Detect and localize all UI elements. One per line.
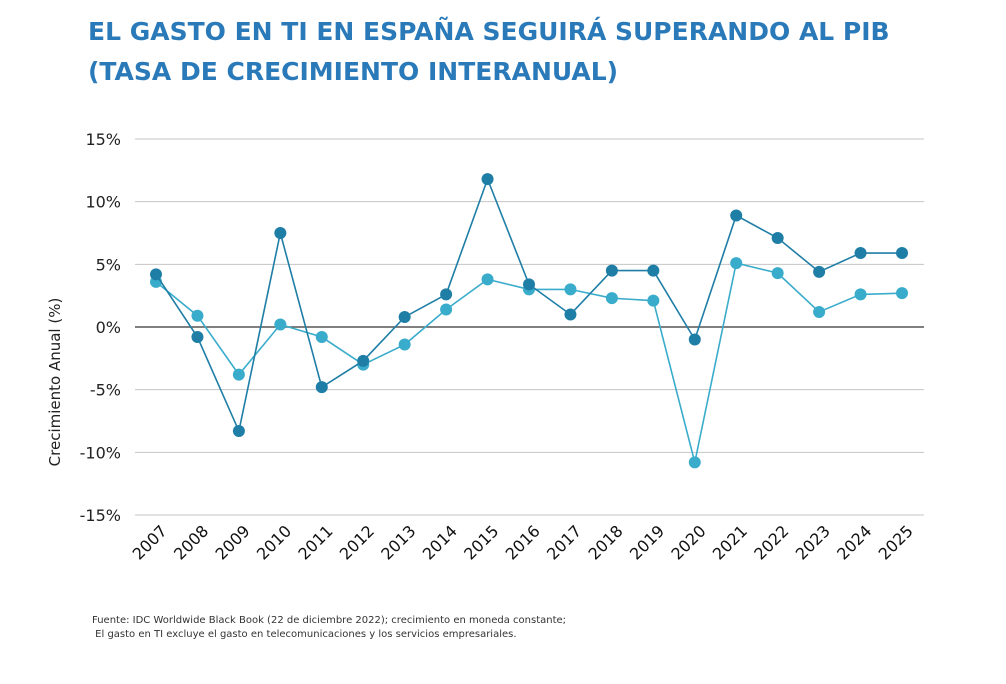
y-tick-label: -10%: [80, 443, 121, 462]
x-tick-label: 2008: [170, 521, 212, 563]
series-2-point: [232, 368, 245, 381]
source-note: Fuente: IDC Worldwide Black Book (22 de …: [92, 614, 566, 642]
x-tick-label: 2020: [667, 521, 709, 563]
series-2-point: [688, 456, 701, 469]
series-1-point: [730, 209, 743, 222]
series-2-point: [813, 305, 826, 318]
series-2-point: [191, 309, 204, 322]
y-tick-label: 0%: [96, 318, 121, 337]
source-note-line-1: Fuente: IDC Worldwide Black Book (22 de …: [92, 615, 567, 626]
x-tick-label: 2009: [211, 521, 253, 563]
series-1-point: [398, 310, 411, 323]
series-2-point: [896, 287, 908, 300]
series-1-point: [232, 425, 245, 438]
x-tick-label: 2014: [419, 521, 461, 563]
series-1-point: [274, 227, 287, 239]
chart-title-line-1: EL GASTO EN TI EN ESPAÑA SEGUIRÁ SUPERAN…: [88, 17, 890, 46]
series-2-point: [315, 331, 328, 344]
y-axis-tick-labels: 15% 10% 5% 0% -5% -10% -15%: [80, 130, 121, 525]
gridlines: [135, 138, 924, 516]
series-2-point: [647, 294, 660, 307]
series-1-point: [191, 331, 204, 344]
source-note-line-2: El gasto en TI excluye el gasto en telec…: [92, 629, 517, 640]
y-axis-label: Crecimiento Anual (%): [46, 298, 64, 467]
series-2-point: [564, 283, 577, 296]
series-1-point: [357, 354, 370, 367]
series-1-point: [771, 232, 784, 245]
x-tick-label: 2019: [626, 521, 668, 563]
x-tick-label: 2018: [584, 521, 626, 563]
series-2-point: [605, 292, 618, 305]
y-tick-label: -15%: [80, 506, 121, 525]
y-tick-label: 5%: [96, 255, 121, 274]
series-1-point: [564, 308, 577, 321]
series-1-point: [481, 173, 494, 186]
x-tick-label: 2012: [336, 521, 378, 563]
y-tick-label: 10%: [85, 193, 121, 212]
series-2-point: [730, 257, 743, 270]
x-axis-tick-labels: 2007 2008 2009 2010 2011 2012 2013 2014 2015 2016…: [129, 521, 917, 563]
x-tick-label: 2010: [253, 521, 295, 563]
y-tick-label: 15%: [85, 130, 121, 149]
series-1-point: [315, 381, 328, 394]
series-1-point: [605, 264, 618, 277]
series-2-point: [854, 288, 867, 301]
x-tick-label: 2007: [129, 521, 171, 563]
series-1-point: [688, 333, 701, 346]
series-1: [150, 173, 908, 438]
chart-title-line-2: (TASA DE CRECIMIENTO INTERANUAL): [88, 57, 619, 86]
series-2-point: [398, 338, 411, 351]
series-1-point: [150, 268, 162, 281]
x-tick-label: 2016: [502, 521, 544, 563]
x-tick-label: 2017: [543, 521, 585, 563]
x-tick-label: 2024: [833, 521, 875, 563]
x-tick-label: 2015: [460, 521, 502, 563]
series-1-point: [523, 278, 535, 291]
series-2-point: [440, 303, 453, 316]
series-1-line: [155, 176, 902, 434]
series-1-point: [813, 265, 826, 278]
series-2-point: [274, 318, 287, 331]
series-2-point: [481, 273, 494, 286]
series-group: [150, 173, 908, 469]
x-tick-label: 2023: [792, 521, 834, 563]
series-1-point: [854, 247, 867, 260]
x-tick-label: 2025: [875, 521, 917, 563]
x-tick-label: 2013: [377, 521, 419, 563]
y-tick-label: -5%: [90, 381, 121, 400]
x-tick-label: 2011: [294, 521, 336, 563]
series-1-point: [896, 247, 908, 260]
series-2-point: [771, 267, 784, 280]
chart-title: EL GASTO EN TI EN ESPAÑA SEGUIRÁ SUPERAN…: [88, 12, 988, 92]
series-1-point: [647, 264, 660, 277]
x-tick-label: 2022: [750, 521, 792, 563]
series-1-point: [440, 288, 453, 301]
x-tick-label: 2021: [709, 521, 751, 563]
